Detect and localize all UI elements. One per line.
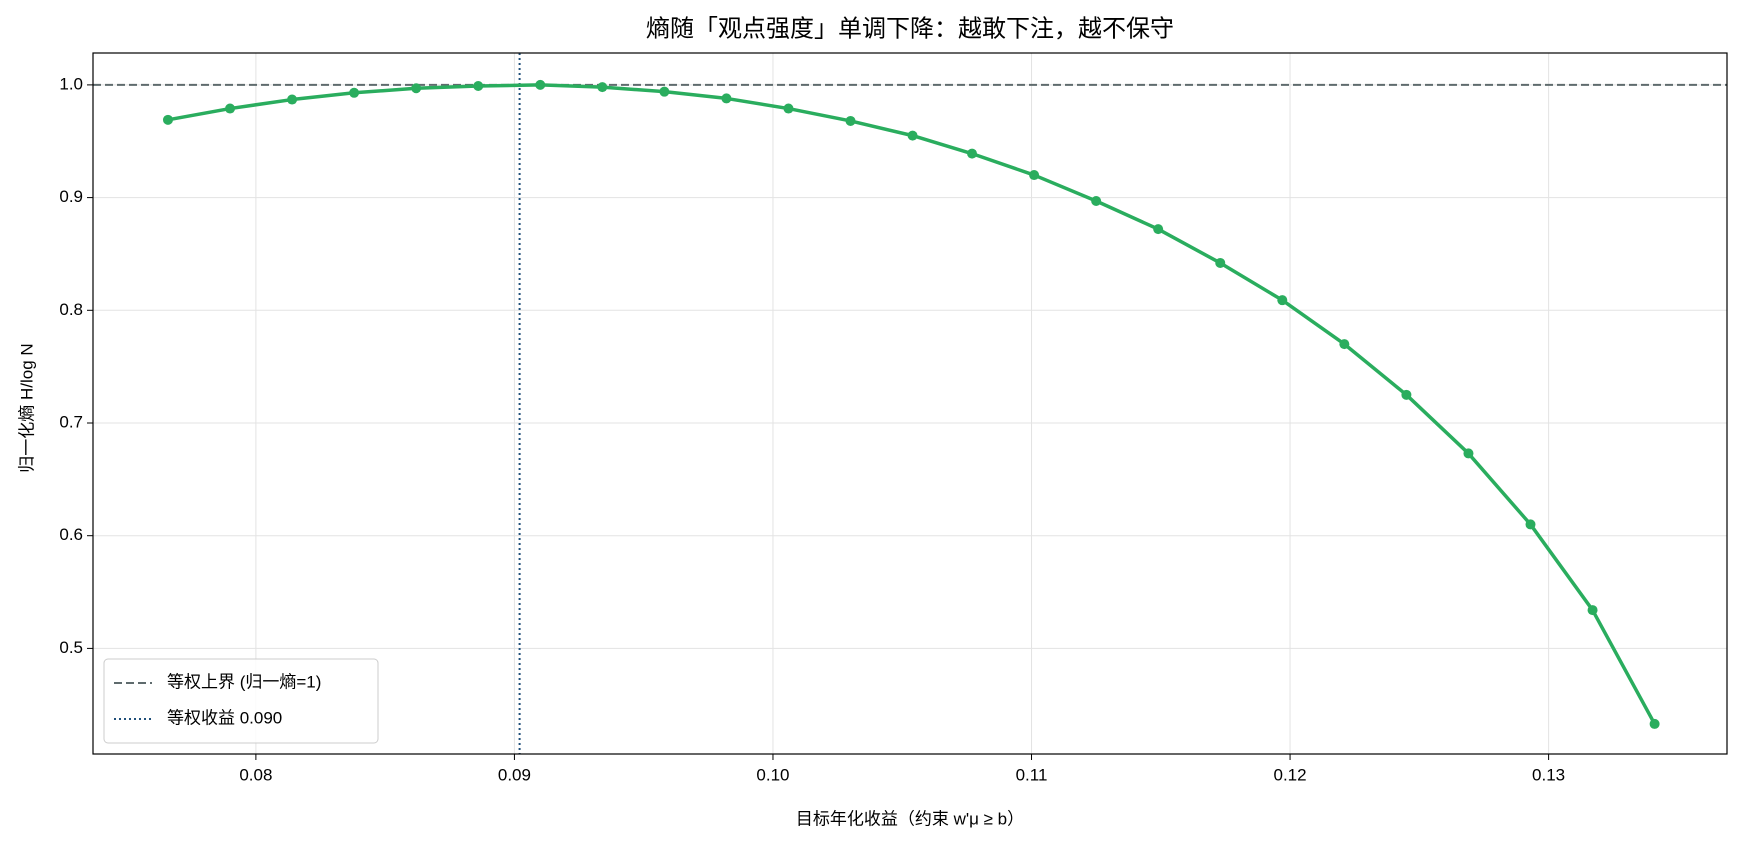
data-point	[1215, 257, 1226, 268]
data-point	[845, 115, 856, 126]
data-point	[162, 114, 173, 125]
data-point	[1649, 718, 1660, 729]
data-point	[349, 87, 360, 98]
x-tick-label: 0.13	[1532, 765, 1565, 784]
data-point	[473, 81, 484, 92]
data-point	[411, 83, 422, 94]
legend-label: 等权收益 0.090	[167, 708, 282, 727]
data-line	[167, 83, 1657, 725]
data-point	[783, 103, 794, 114]
data-point	[1153, 224, 1164, 235]
data-point	[1525, 519, 1536, 530]
data-point	[1587, 605, 1598, 616]
legend-label: 等权上界 (归一熵=1)	[167, 672, 321, 691]
data-point	[967, 148, 978, 159]
data-point	[1339, 339, 1350, 350]
y-tick-label: 0.8	[59, 300, 83, 319]
y-tick-label: 0.5	[59, 638, 83, 657]
y-axis-label: 归一化熵 H/log N	[17, 343, 36, 472]
data-point	[1401, 389, 1412, 400]
data-point	[1463, 448, 1474, 459]
data-point	[1029, 170, 1040, 181]
data-point	[1091, 195, 1102, 206]
data-point	[597, 82, 608, 93]
y-tick-label: 0.7	[59, 412, 83, 431]
y-tick-label: 0.9	[59, 187, 83, 206]
data-point	[721, 93, 732, 104]
x-tick-label: 0.09	[498, 765, 531, 784]
x-tick-label: 0.12	[1274, 765, 1307, 784]
data-point	[287, 94, 298, 105]
x-tick-label: 0.08	[239, 765, 272, 784]
legend: 等权上界 (归一熵=1) 等权收益 0.090	[103, 658, 379, 744]
x-tick-label: 0.10	[756, 765, 789, 784]
legend-box	[103, 658, 379, 744]
data-point	[535, 79, 546, 90]
data-point	[225, 103, 236, 114]
plot-frame	[92, 52, 1728, 755]
y-tick-label: 1.0	[59, 74, 83, 93]
x-tick-label: 0.11	[1016, 765, 1048, 784]
data-point	[907, 130, 918, 141]
chart-title: 熵随「观点强度」单调下降：越敢下注，越不保守	[646, 15, 1174, 42]
data-point	[1277, 295, 1288, 306]
y-tick-label: 0.6	[59, 525, 83, 544]
x-axis-label: 目标年化收益（约束 w'μ ≥ b）	[796, 809, 1024, 828]
data-point	[659, 86, 670, 97]
